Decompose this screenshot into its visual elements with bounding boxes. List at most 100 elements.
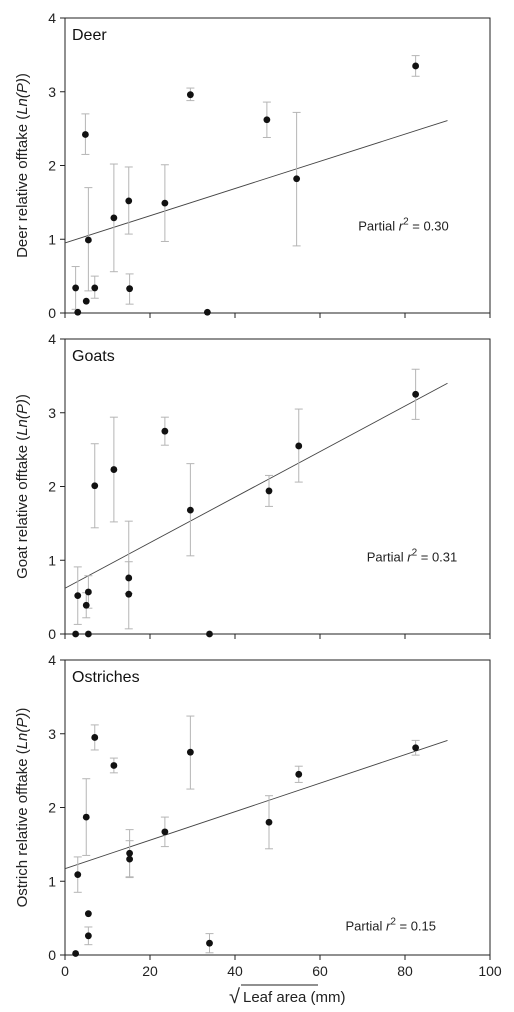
data-point <box>84 236 92 244</box>
y-axis-label-suffix: ) <box>14 394 31 399</box>
regression-line <box>64 739 448 870</box>
y-axis-label-suffix: ) <box>14 708 31 713</box>
y-tick-label: 2 <box>48 479 56 495</box>
y-tick-label: 3 <box>48 405 56 421</box>
y-axis-label-suffix: ) <box>14 73 31 78</box>
fit-line-segment <box>64 739 448 870</box>
data-point <box>110 214 118 222</box>
data-point <box>82 601 90 609</box>
x-tick-label: 60 <box>312 963 328 979</box>
data-point <box>186 91 194 99</box>
y-axis-label-prefix: Deer relative offtake ( <box>14 115 31 258</box>
x-axis-title: √ Leaf area (mm) <box>229 984 346 1008</box>
x-tick-label: 80 <box>397 963 413 979</box>
annotation-value: = 0.30 <box>409 218 449 233</box>
y-tick-label: 0 <box>48 626 56 642</box>
x-tick-label: 20 <box>142 963 158 979</box>
data-point <box>82 297 90 305</box>
data-point <box>161 828 169 836</box>
radical-symbol: √ <box>229 986 240 1008</box>
data-point <box>412 390 420 398</box>
panel-label: Deer <box>72 27 107 44</box>
plot-frame <box>64 17 491 314</box>
data-point <box>161 427 169 435</box>
y-tick-label: 4 <box>48 10 56 26</box>
data-point <box>295 770 303 778</box>
annotation-prefix: Partial <box>346 919 386 934</box>
y-tick-label: 1 <box>48 552 56 568</box>
data-point <box>84 910 92 918</box>
y-tick-label: 4 <box>48 331 56 347</box>
data-point <box>293 175 301 183</box>
data-points <box>72 62 420 316</box>
data-point <box>265 487 273 495</box>
x-tick-label: 40 <box>227 963 243 979</box>
data-point <box>110 466 118 473</box>
annotation-sup: 2 <box>412 548 418 559</box>
y-axis: 0 1 2 3 4 <box>48 652 65 963</box>
data-point <box>74 592 82 600</box>
data-point <box>110 762 118 769</box>
data-point <box>72 284 80 292</box>
x-axis: 0 20 40 60 80 100 <box>61 955 502 979</box>
y-axis-label-prefix: Ostrich relative offtake ( <box>14 749 31 907</box>
annotation-value: = 0.15 <box>396 919 436 934</box>
data-point <box>91 284 99 292</box>
annotation-sup: 2 <box>403 216 409 227</box>
ostriches-panel: 0 1 2 3 4 0 20 40 60 80 100 Ostriches Partial r2 … <box>14 652 502 979</box>
y-tick-label: 0 <box>48 947 56 963</box>
x-axis <box>64 634 491 639</box>
data-point <box>125 197 133 205</box>
data-point <box>412 62 420 70</box>
y-tick-label: 3 <box>48 84 56 100</box>
error-bars <box>73 715 420 954</box>
y-axis: 0 1 2 3 4 <box>48 331 65 642</box>
data-point <box>265 818 273 826</box>
annotation-value: = 0.31 <box>417 550 457 565</box>
y-axis-label-prefix: Goat relative offtake ( <box>14 436 31 579</box>
data-point <box>91 482 99 490</box>
data-point <box>186 506 194 514</box>
plot-frame <box>64 659 491 956</box>
y-tick-label: 2 <box>48 800 56 816</box>
data-point <box>84 588 92 596</box>
annotation-prefix: Partial <box>358 218 398 233</box>
y-tick-label: 3 <box>48 726 56 742</box>
data-point <box>91 734 99 741</box>
data-points <box>72 390 420 638</box>
x-tick-label: 0 <box>61 963 69 979</box>
data-point <box>263 116 271 124</box>
data-point <box>206 630 213 638</box>
y-tick-label: 1 <box>48 231 56 247</box>
y-tick-label: 2 <box>48 158 56 174</box>
data-point <box>126 849 133 857</box>
x-axis <box>64 313 491 318</box>
y-tick-label: 1 <box>48 873 56 889</box>
data-point <box>84 932 92 940</box>
data-point <box>74 871 82 879</box>
partial-r2-annotation: Partial r2 = 0.15 <box>346 917 437 934</box>
x-axis-label-text: Leaf area (mm) <box>243 989 346 1006</box>
y-tick-label: 0 <box>48 305 56 321</box>
y-axis-label: Ostrich relative offtake (Ln(P)) <box>14 708 31 908</box>
data-point <box>203 308 211 316</box>
annotation-r: r <box>386 919 391 934</box>
data-point <box>125 590 133 598</box>
annotation-sup: 2 <box>390 917 396 928</box>
y-axis-label-italic: Ln(P) <box>14 713 31 750</box>
data-point <box>161 199 169 207</box>
data-point <box>74 308 82 316</box>
y-axis-label: Goat relative offtake (Ln(P)) <box>14 394 31 579</box>
annotation-prefix: Partial <box>367 550 407 565</box>
y-axis: 0 1 2 3 4 <box>48 10 65 321</box>
data-point <box>82 813 90 821</box>
annotation-r: r <box>407 550 412 565</box>
panel-label: Ostriches <box>72 669 140 686</box>
annotation-r: r <box>399 218 404 233</box>
data-point <box>412 744 420 752</box>
partial-r2-annotation: Partial r2 = 0.31 <box>367 548 458 565</box>
panel-label: Goats <box>72 348 115 365</box>
